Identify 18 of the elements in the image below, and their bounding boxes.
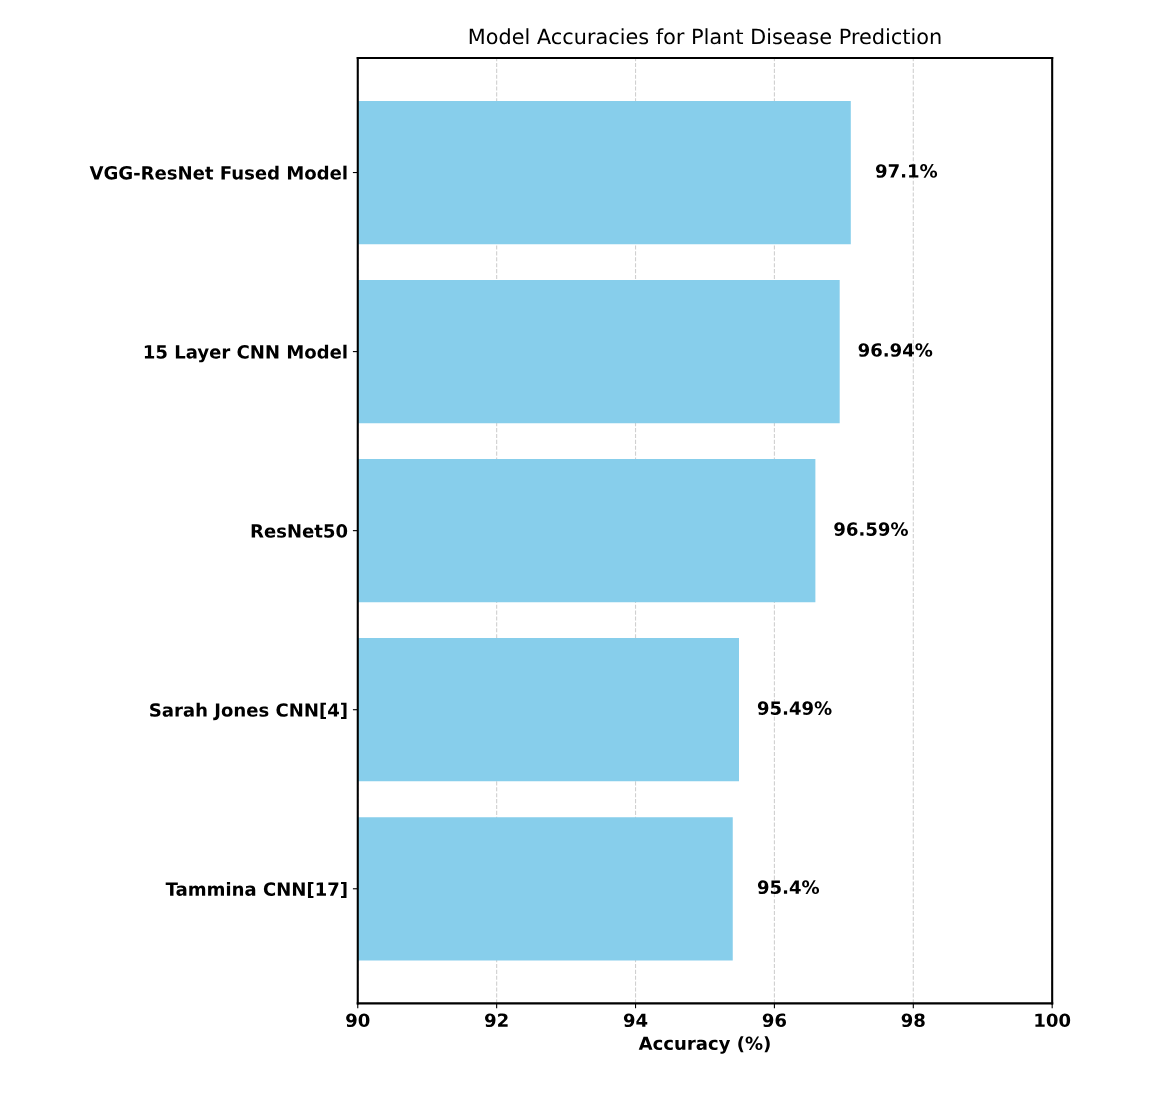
y-tick-label: VGG-ResNet Fused Model	[89, 165, 347, 180]
x-axis-title: Accuracy (%)	[638, 1036, 770, 1054]
x-tick-label: 100	[1035, 1013, 1071, 1028]
y-tick-label: ResNet50	[251, 524, 348, 538]
data-label: 95.4%	[757, 880, 820, 895]
x-tick-label: 96	[762, 1013, 787, 1028]
x-tick-label: 94	[623, 1013, 648, 1028]
data-label: 96.94%	[858, 343, 933, 357]
data-label: 97.1%	[875, 164, 938, 178]
y-tick-label: 15 Layer CNN Model	[144, 344, 347, 363]
x-tick-label: 92	[485, 1013, 508, 1028]
data-label: 95.49%	[757, 701, 832, 715]
x-tick-label: 98	[901, 1013, 925, 1028]
chart-title: Model Accuracies for Plant Disease Prediction	[469, 28, 941, 45]
y-tick-label: Tammina CNN[17]	[165, 881, 347, 899]
y-tick-label: Sarah Jones CNN[4]	[150, 702, 347, 721]
data-label: 96.59%	[834, 522, 908, 536]
x-tick-label: 90	[346, 1013, 370, 1028]
